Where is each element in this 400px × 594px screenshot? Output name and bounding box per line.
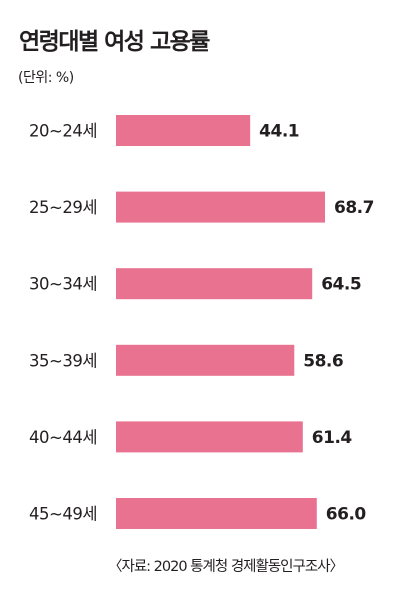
category-label: 45~49세 <box>29 505 97 524</box>
bar <box>116 421 303 453</box>
value-label: 64.5 <box>321 275 361 295</box>
bar <box>116 268 313 300</box>
chart-title: 연령대별 여성 고용률 <box>19 29 210 55</box>
value-label: 68.7 <box>334 198 374 218</box>
category-label: 25~29세 <box>29 198 97 217</box>
value-label: 58.6 <box>303 351 343 371</box>
bar <box>116 115 251 146</box>
category-label: 20~24세 <box>29 122 97 141</box>
bar <box>116 344 295 376</box>
value-label: 44.1 <box>259 122 299 142</box>
source-note: 〈자료: 2020 통계청 경제활동인구조사〉 <box>108 559 344 575</box>
category-label: 35~39세 <box>29 351 97 370</box>
category-label: 40~44세 <box>29 428 97 447</box>
category-label: 30~34세 <box>29 275 97 294</box>
value-label: 66.0 <box>326 505 367 525</box>
value-label: 61.4 <box>312 428 353 448</box>
bar <box>116 498 317 529</box>
bar <box>116 191 325 223</box>
unit-note: (단위: %) <box>18 70 74 86</box>
